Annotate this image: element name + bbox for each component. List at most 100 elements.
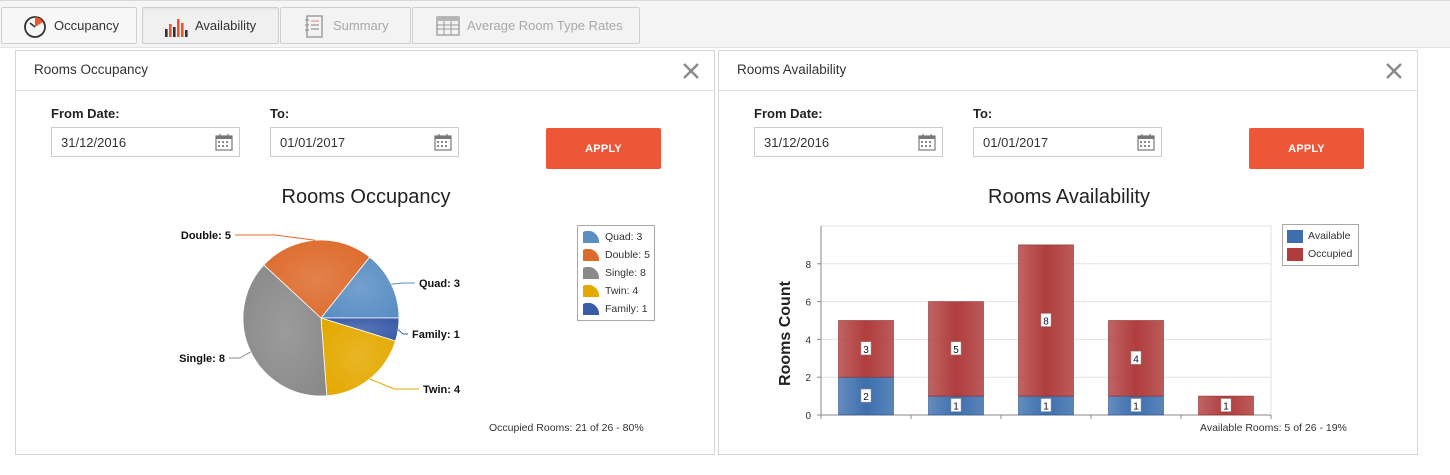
legend-label: Family: 1 xyxy=(605,303,648,315)
data-label-box xyxy=(1040,398,1052,412)
pie-data-label: Family: 1 xyxy=(412,329,460,341)
legend-label: Single: 8 xyxy=(605,267,646,279)
pie-leader-line xyxy=(229,351,251,359)
bar-data-label: 1 xyxy=(953,402,959,413)
chart-title: Rooms Availability xyxy=(988,186,1150,208)
legend-swatch-icon xyxy=(583,284,600,297)
from-date-field[interactable] xyxy=(754,127,943,157)
legend-swatch-icon xyxy=(583,248,600,261)
calendar-icon[interactable] xyxy=(215,133,233,151)
to-date-input[interactable] xyxy=(271,128,421,156)
pie-leader-line xyxy=(391,282,415,285)
pie-legend: Quad: 3 Double: 5 Single: 8 Twin: 4 Family: … xyxy=(577,225,655,321)
to-date-field[interactable] xyxy=(270,127,459,157)
pie-slice-twin xyxy=(320,317,397,397)
from-date-label: From Date: xyxy=(51,106,120,121)
bar-data-label: 8 xyxy=(1043,317,1049,328)
legend-item: Double: 5 xyxy=(578,246,654,264)
legend-item: Quad: 3 xyxy=(578,228,654,246)
pie-leader-line xyxy=(235,234,316,241)
to-date-field[interactable] xyxy=(973,127,1162,157)
to-date-label: To: xyxy=(270,106,290,121)
legend-item: Single: 8 xyxy=(578,264,654,282)
tab-label: Occupancy xyxy=(54,18,120,33)
y-tick-label: 2 xyxy=(805,373,811,384)
availability-bar-chart: 0246823Quad15Double18Single14Twin1Family… xyxy=(777,225,1272,421)
from-date-input[interactable] xyxy=(755,128,905,156)
calendar-icon[interactable] xyxy=(918,133,936,151)
legend-item: Family: 1 xyxy=(578,300,654,318)
panel-header: Rooms Occupancy xyxy=(16,51,714,91)
data-label-box xyxy=(1220,398,1232,412)
panel-header: Rooms Availability xyxy=(719,51,1417,91)
availability-panel: Rooms Availability From Date: To: APPLY … xyxy=(718,50,1418,455)
y-tick-label: 0 xyxy=(805,411,811,421)
tab-summary[interactable]: Summary xyxy=(280,7,411,44)
occupancy-panel: Rooms Occupancy From Date: To: APPLY Roo… xyxy=(15,50,715,455)
legend-label: Available xyxy=(1308,230,1351,242)
legend-label: Quad: 3 xyxy=(605,231,643,243)
bar-data-label: 2 xyxy=(863,392,869,403)
data-label-box xyxy=(1130,351,1142,365)
available-rooms-summary: Available Rooms: 5 of 26 - 19% xyxy=(1200,422,1347,434)
legend-item: Occupied xyxy=(1283,245,1358,263)
data-label-box xyxy=(950,398,962,412)
apply-button[interactable]: APPLY xyxy=(1249,128,1364,169)
bar-data-label: 3 xyxy=(863,345,869,356)
pie-slice-quad xyxy=(320,256,400,319)
from-date-field[interactable] xyxy=(51,127,240,157)
bar-data-label: 1 xyxy=(1043,402,1049,413)
bar-data-label: 1 xyxy=(1133,402,1139,413)
y-axis-title: Rooms Count xyxy=(777,280,794,386)
pie-data-label: Twin: 4 xyxy=(423,384,461,396)
pie-data-label: Single: 8 xyxy=(179,353,225,365)
panel-title: Rooms Availability xyxy=(737,62,847,77)
tab-occupancy[interactable]: Occupancy xyxy=(1,7,137,44)
tab-availability[interactable]: Availability xyxy=(142,7,279,44)
data-label-box xyxy=(950,341,962,356)
tab-label: Summary xyxy=(333,18,389,33)
tab-average-room-type-rates[interactable]: Average Room Type Rates xyxy=(412,7,640,44)
tab-label: Average Room Type Rates xyxy=(467,18,623,33)
clock-icon xyxy=(20,13,50,39)
bar-data-label: 4 xyxy=(1133,354,1139,365)
bar-chart-icon xyxy=(161,13,191,39)
bar-data-label: 1 xyxy=(1223,402,1229,413)
legend-swatch-icon xyxy=(583,230,600,243)
toolbar: Occupancy Availability xyxy=(0,0,1450,48)
occupied-rooms-summary: Occupied Rooms: 21 of 26 - 80% xyxy=(489,422,644,434)
data-label-box xyxy=(860,341,872,356)
y-tick-label: 6 xyxy=(805,298,811,309)
close-icon[interactable] xyxy=(1383,60,1405,82)
legend-item: Available xyxy=(1283,227,1358,245)
pie-data-label: Quad: 3 xyxy=(419,278,460,290)
from-date-label: From Date: xyxy=(754,106,823,121)
chart-title: Rooms Occupancy xyxy=(281,186,451,208)
tab-label: Availability xyxy=(195,18,257,33)
pie-data-label: Double: 5 xyxy=(181,230,231,242)
notebook-icon xyxy=(299,13,329,39)
legend-label: Double: 5 xyxy=(605,249,650,261)
bar-data-label: 5 xyxy=(953,345,959,356)
to-date-input[interactable] xyxy=(974,128,1124,156)
occupancy-pie-chart: Quad: 3 Family: 1 Twin: 4 Single: 8 Double: … xyxy=(179,230,461,397)
data-label-box xyxy=(1040,313,1052,327)
close-icon[interactable] xyxy=(680,60,702,82)
data-label-box xyxy=(1130,398,1142,412)
calendar-icon[interactable] xyxy=(434,133,452,151)
pie-leader-line xyxy=(397,329,408,335)
table-icon xyxy=(433,13,463,39)
pie-leader-line xyxy=(369,378,419,390)
apply-button[interactable]: APPLY xyxy=(546,128,661,169)
legend-label: Twin: 4 xyxy=(605,285,639,297)
legend-label: Occupied xyxy=(1308,248,1353,260)
legend-item: Twin: 4 xyxy=(578,282,654,300)
legend-swatch-icon xyxy=(1287,247,1303,261)
legend-swatch-icon xyxy=(1287,229,1303,243)
bar-legend: Available Occupied xyxy=(1282,224,1359,266)
to-date-label: To: xyxy=(973,106,993,121)
calendar-icon[interactable] xyxy=(1137,133,1155,151)
panel-title: Rooms Occupancy xyxy=(34,62,149,77)
y-tick-label: 8 xyxy=(805,260,811,271)
from-date-input[interactable] xyxy=(52,128,202,156)
